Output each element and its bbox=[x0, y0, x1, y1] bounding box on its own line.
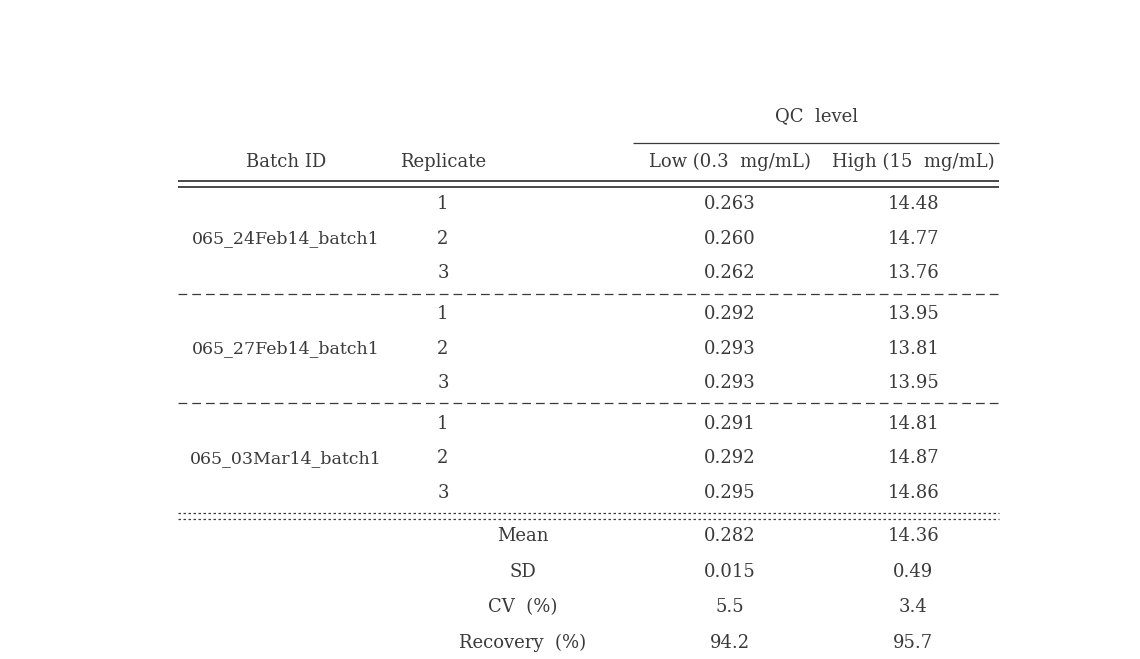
Text: 1: 1 bbox=[437, 415, 449, 432]
Text: 3.4: 3.4 bbox=[899, 598, 928, 616]
Text: Replicate: Replicate bbox=[400, 152, 486, 171]
Text: 14.48: 14.48 bbox=[888, 196, 939, 214]
Text: 065_24Feb14_batch1: 065_24Feb14_batch1 bbox=[193, 231, 380, 247]
Text: 14.87: 14.87 bbox=[888, 449, 939, 467]
Text: 5.5: 5.5 bbox=[716, 598, 744, 616]
Text: Recovery  (%): Recovery (%) bbox=[458, 634, 586, 652]
Text: 1: 1 bbox=[437, 196, 449, 214]
Text: 0.292: 0.292 bbox=[705, 449, 756, 467]
Text: 0.282: 0.282 bbox=[705, 527, 756, 545]
Text: SD: SD bbox=[510, 563, 536, 581]
Text: 065_03Mar14_batch1: 065_03Mar14_batch1 bbox=[190, 449, 382, 467]
Text: 1: 1 bbox=[437, 305, 449, 323]
Text: 0.291: 0.291 bbox=[705, 415, 756, 432]
Text: 95.7: 95.7 bbox=[894, 634, 934, 652]
Text: 0.293: 0.293 bbox=[705, 339, 756, 358]
Text: 3: 3 bbox=[437, 264, 449, 283]
Text: 13.95: 13.95 bbox=[887, 374, 939, 392]
Text: 13.81: 13.81 bbox=[887, 339, 939, 358]
Text: 2: 2 bbox=[438, 339, 448, 358]
Text: 0.293: 0.293 bbox=[705, 374, 756, 392]
Text: 0.263: 0.263 bbox=[705, 196, 756, 214]
Text: 13.95: 13.95 bbox=[887, 305, 939, 323]
Text: Low (0.3  mg/mL): Low (0.3 mg/mL) bbox=[649, 152, 811, 171]
Text: 065_27Feb14_batch1: 065_27Feb14_batch1 bbox=[193, 340, 380, 357]
Text: 3: 3 bbox=[437, 484, 449, 501]
Text: 14.86: 14.86 bbox=[887, 484, 939, 501]
Text: 0.295: 0.295 bbox=[705, 484, 756, 501]
Text: 0.292: 0.292 bbox=[705, 305, 756, 323]
Text: 13.76: 13.76 bbox=[887, 264, 939, 283]
Text: 0.015: 0.015 bbox=[705, 563, 756, 581]
Text: 14.81: 14.81 bbox=[887, 415, 939, 432]
Text: High (15  mg/mL): High (15 mg/mL) bbox=[832, 152, 995, 171]
Text: 14.77: 14.77 bbox=[888, 230, 939, 248]
Text: CV  (%): CV (%) bbox=[488, 598, 557, 616]
Text: 0.260: 0.260 bbox=[705, 230, 756, 248]
Text: Batch ID: Batch ID bbox=[246, 152, 326, 171]
Text: 94.2: 94.2 bbox=[710, 634, 750, 652]
Text: 14.36: 14.36 bbox=[887, 527, 939, 545]
Text: QC  level: QC level bbox=[774, 107, 857, 125]
Text: 2: 2 bbox=[438, 230, 448, 248]
Text: 2: 2 bbox=[438, 449, 448, 467]
Text: 3: 3 bbox=[437, 374, 449, 392]
Text: 0.262: 0.262 bbox=[705, 264, 756, 283]
Text: Mean: Mean bbox=[497, 527, 548, 545]
Text: 0.49: 0.49 bbox=[894, 563, 934, 581]
